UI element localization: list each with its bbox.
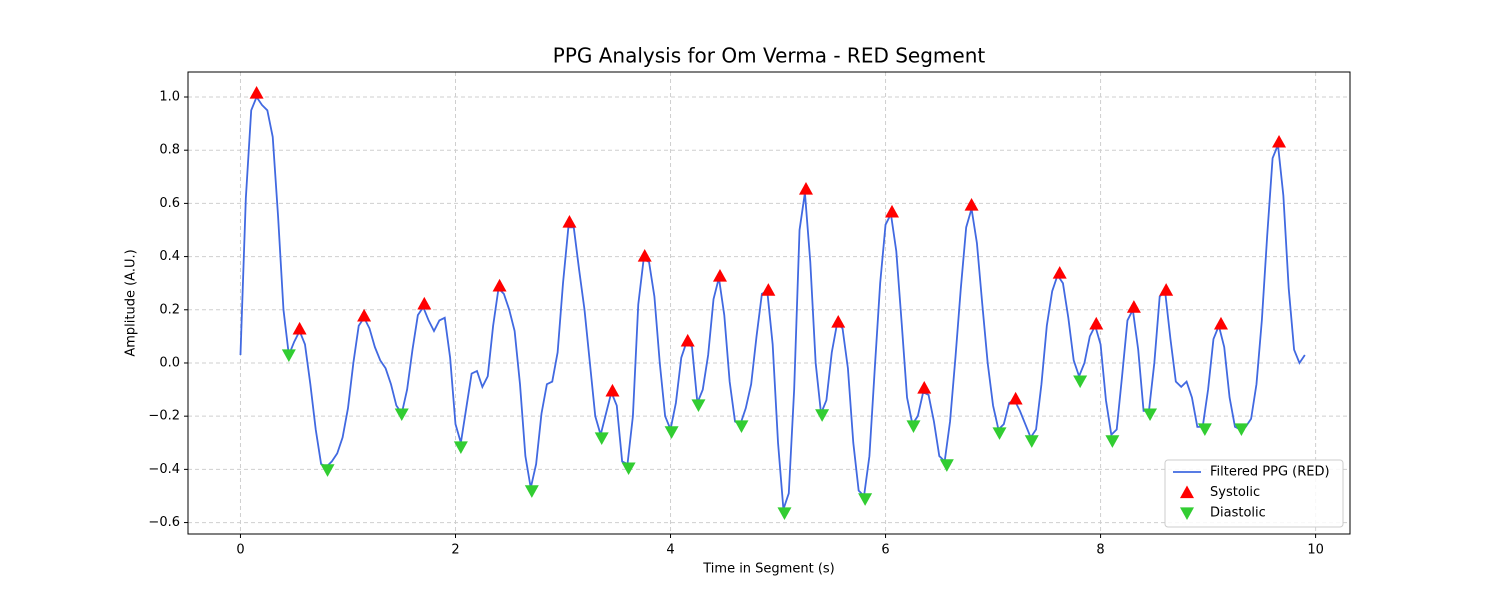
marker [712,269,727,282]
legend-swatch [1180,485,1194,499]
y-tick-label: −0.4 [148,462,180,477]
y-tick-label: −0.2 [148,409,180,424]
legend-label: Filtered PPG (RED) [1210,465,1330,480]
marker [761,283,776,296]
data-line [239,95,1306,510]
y-axis-label: Amplitude (A.U.) [124,249,139,356]
marker [357,308,372,322]
marker [1052,266,1067,279]
marker [394,408,409,422]
marker [939,459,954,472]
x-axis-label: Time in Segment (s) [702,562,834,577]
plot-frame [187,71,1351,535]
x-tick-label: 6 [881,543,889,558]
x-tick-label: 0 [236,543,244,558]
marker [417,296,432,310]
marker [858,493,873,506]
marker [605,383,620,397]
marker [734,420,749,434]
marker [1197,423,1212,436]
marker [1272,134,1287,148]
y-tick-label: 1.0 [159,90,180,105]
marker [1213,316,1228,330]
marker [594,432,609,445]
marker [1143,408,1158,422]
marker [249,86,264,99]
legend-label: Diastolic [1210,506,1266,521]
marker [562,215,577,228]
marker [524,485,539,498]
marker [815,409,830,422]
marker [1024,435,1039,448]
marker [691,399,706,413]
marker [831,315,846,328]
y-tick-label: 0.6 [159,196,180,211]
marker [320,464,335,477]
x-tick-label: 2 [451,543,459,558]
y-tick-label: 0.0 [159,355,180,370]
marker [884,204,899,218]
marker [637,249,652,262]
chart-title: PPG Analysis for Om Verma - RED Segment [553,44,986,68]
x-tick-label: 4 [666,543,674,558]
marker [964,197,979,211]
legend-swatch [1180,507,1194,520]
x-tick-label: 10 [1307,543,1324,558]
marker [1008,391,1023,405]
legend-box [1164,459,1344,528]
marker [798,182,813,195]
y-tick-label: 0.4 [159,249,180,264]
marker [1073,375,1088,389]
marker [777,507,792,520]
y-tick-label: −0.6 [148,515,180,530]
marker [1126,300,1141,313]
y-tick-label: 0.8 [159,143,180,158]
marker [281,349,296,362]
marker [1105,435,1120,448]
marker [292,321,307,335]
marker [1159,283,1174,296]
y-tick-label: 0.2 [159,302,180,317]
marker [453,441,468,455]
marker [1089,316,1104,330]
legend-label: Systolic [1210,485,1260,500]
marker [906,420,921,434]
marker [992,427,1007,440]
marker [664,426,679,439]
x-tick-label: 8 [1096,543,1104,558]
marker [680,333,695,347]
marker [492,278,507,292]
marker [917,380,932,394]
marker [621,462,636,476]
marker [1234,423,1249,436]
